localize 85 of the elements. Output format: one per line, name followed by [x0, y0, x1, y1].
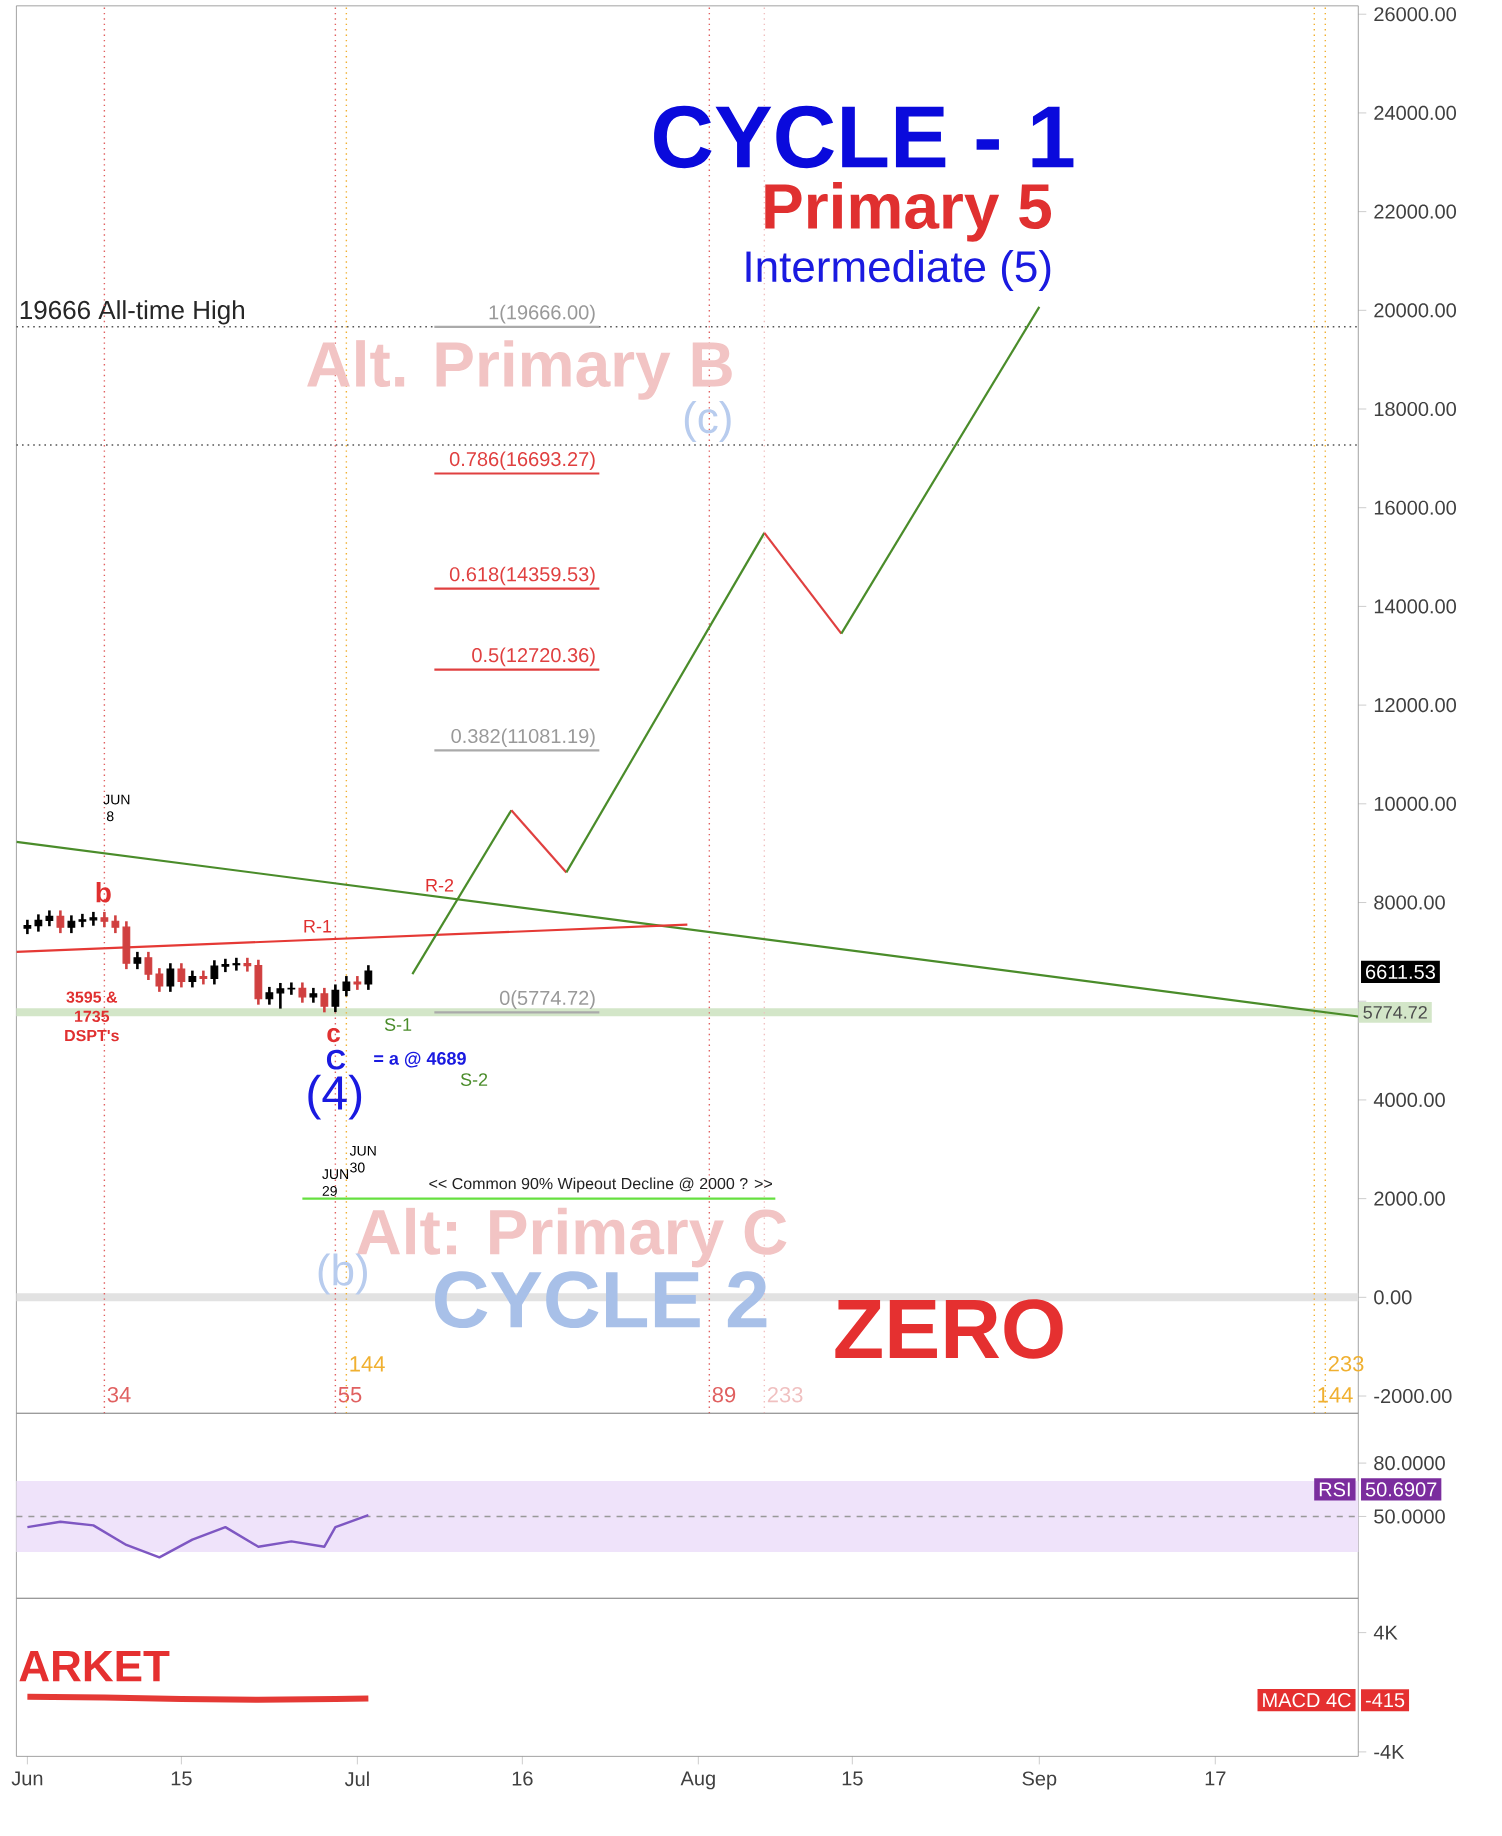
- x-tick-label: 15: [842, 1771, 863, 1786]
- ref-line-label: 144: [350, 1356, 385, 1372]
- annotation: 3595 & 1735 DSPT's: [65, 991, 119, 1042]
- candlestick: [210, 958, 219, 986]
- annotation: R-2: [426, 878, 453, 892]
- y-tick-label: 16000.00: [1374, 500, 1456, 515]
- x-tick-label: 17: [1205, 1771, 1226, 1786]
- annotation: ARKET: [19, 1651, 170, 1682]
- annotation: R-1: [304, 919, 331, 933]
- line-series: [26, 1514, 370, 1559]
- annotation: 0.382(11081.19): [451, 728, 595, 748]
- y-tick-label: 80.0000: [1374, 1456, 1445, 1471]
- ref-line-label: 233: [767, 1386, 803, 1403]
- annotation: ZERO: [835, 1299, 1063, 1359]
- annotation: JUN 30: [349, 1145, 376, 1173]
- annotation: Intermediate (5): [746, 249, 1051, 291]
- annotation: = a @ 4689: [373, 1051, 466, 1068]
- y-tick-label: 0.00: [1374, 1290, 1412, 1305]
- ref-line-label: 34: [107, 1386, 131, 1403]
- candlestick: [276, 981, 285, 1010]
- candlestick: [331, 983, 340, 1014]
- x-tick-label: Aug: [680, 1771, 715, 1790]
- ref-line-label: 89: [712, 1386, 736, 1403]
- candlestick: [287, 981, 296, 997]
- candlestick: [56, 909, 65, 935]
- candlestick: [342, 974, 351, 998]
- y-tick-label: 22000.00: [1374, 204, 1456, 219]
- annotation: c: [327, 1027, 340, 1043]
- annotation: JUN 29: [322, 1169, 348, 1196]
- ref-line-label: 19666 All-time High: [20, 300, 244, 325]
- x-tick-label: Jun: [11, 1771, 43, 1786]
- text: 6611.53: [1365, 964, 1435, 979]
- annotation: 0(5774.72): [499, 990, 595, 1009]
- annotation: 0.618(14359.53): [449, 566, 595, 586]
- y-tick-label: 8000.00: [1374, 895, 1445, 910]
- candlestick: [89, 910, 98, 928]
- y-tick-label: -4K: [1374, 1745, 1405, 1759]
- text: 50.6907: [1365, 1482, 1437, 1497]
- ref-line-label: 233: [1328, 1355, 1364, 1372]
- y-tick-label: 26000.00: [1374, 7, 1456, 22]
- annotation: JUN 8: [103, 794, 130, 822]
- candlestick: [177, 961, 186, 989]
- candlestick: [320, 986, 329, 1014]
- ref-line-label: 5774.72: [1363, 1005, 1427, 1019]
- candlestick: [364, 963, 373, 992]
- annotation: << Common 90% Wipeout Decline @ 2000 ? >>: [429, 1177, 772, 1193]
- y-tick-label: 14000.00: [1374, 599, 1456, 614]
- annotation: 0.5(12720.36): [472, 647, 595, 667]
- annotation: b: [96, 881, 111, 903]
- annotation: RSI: [1319, 1482, 1350, 1497]
- text: -415: [1365, 1693, 1405, 1708]
- candlestick: [243, 956, 252, 973]
- x-tick-label: 16: [512, 1771, 533, 1786]
- annotation: (c): [684, 400, 731, 442]
- x-tick-label: Jul: [344, 1771, 369, 1787]
- annotation: (4): [308, 1074, 361, 1120]
- y-tick-label: 50.0000: [1374, 1509, 1445, 1524]
- candlestick: [155, 966, 164, 994]
- ref-line-label: 144: [1318, 1387, 1353, 1403]
- annotation: 1(19666.00): [489, 304, 595, 324]
- y-tick-label: 12000.00: [1374, 698, 1456, 713]
- candlestick: [166, 961, 175, 994]
- y-tick-label: 24000.00: [1374, 105, 1456, 120]
- x-tick-label: Sep: [1022, 1771, 1057, 1790]
- candlestick: [232, 956, 241, 972]
- y-tick-label: 18000.00: [1374, 401, 1456, 417]
- annotation: C: [326, 1049, 346, 1070]
- candlestick: [298, 981, 307, 1004]
- candlestick: [144, 950, 153, 982]
- y-tick-label: 10000.00: [1374, 796, 1456, 811]
- annotation: S-1: [384, 1018, 412, 1031]
- annotation: Alt. Primary B: [306, 340, 732, 400]
- annotation: Primary 5: [765, 182, 1051, 242]
- annotation: CYCLE 2: [434, 1271, 767, 1329]
- y-tick-label: -2000.00: [1374, 1388, 1452, 1404]
- x-tick-label: 15: [171, 1771, 192, 1786]
- y-tick-label: 4K: [1373, 1625, 1398, 1640]
- y-tick-label: 4000.00: [1373, 1092, 1445, 1107]
- annotation: S-2: [460, 1073, 487, 1086]
- annotation: MACD 4C: [1263, 1693, 1351, 1708]
- y-tick-label: 20000.00: [1374, 303, 1456, 318]
- annotation: CYCLE - 1: [653, 105, 1074, 169]
- ref-line-label: 55: [338, 1387, 362, 1403]
- annotation: 0.786(16693.27): [449, 451, 595, 471]
- y-tick-label: 2000.00: [1374, 1191, 1445, 1206]
